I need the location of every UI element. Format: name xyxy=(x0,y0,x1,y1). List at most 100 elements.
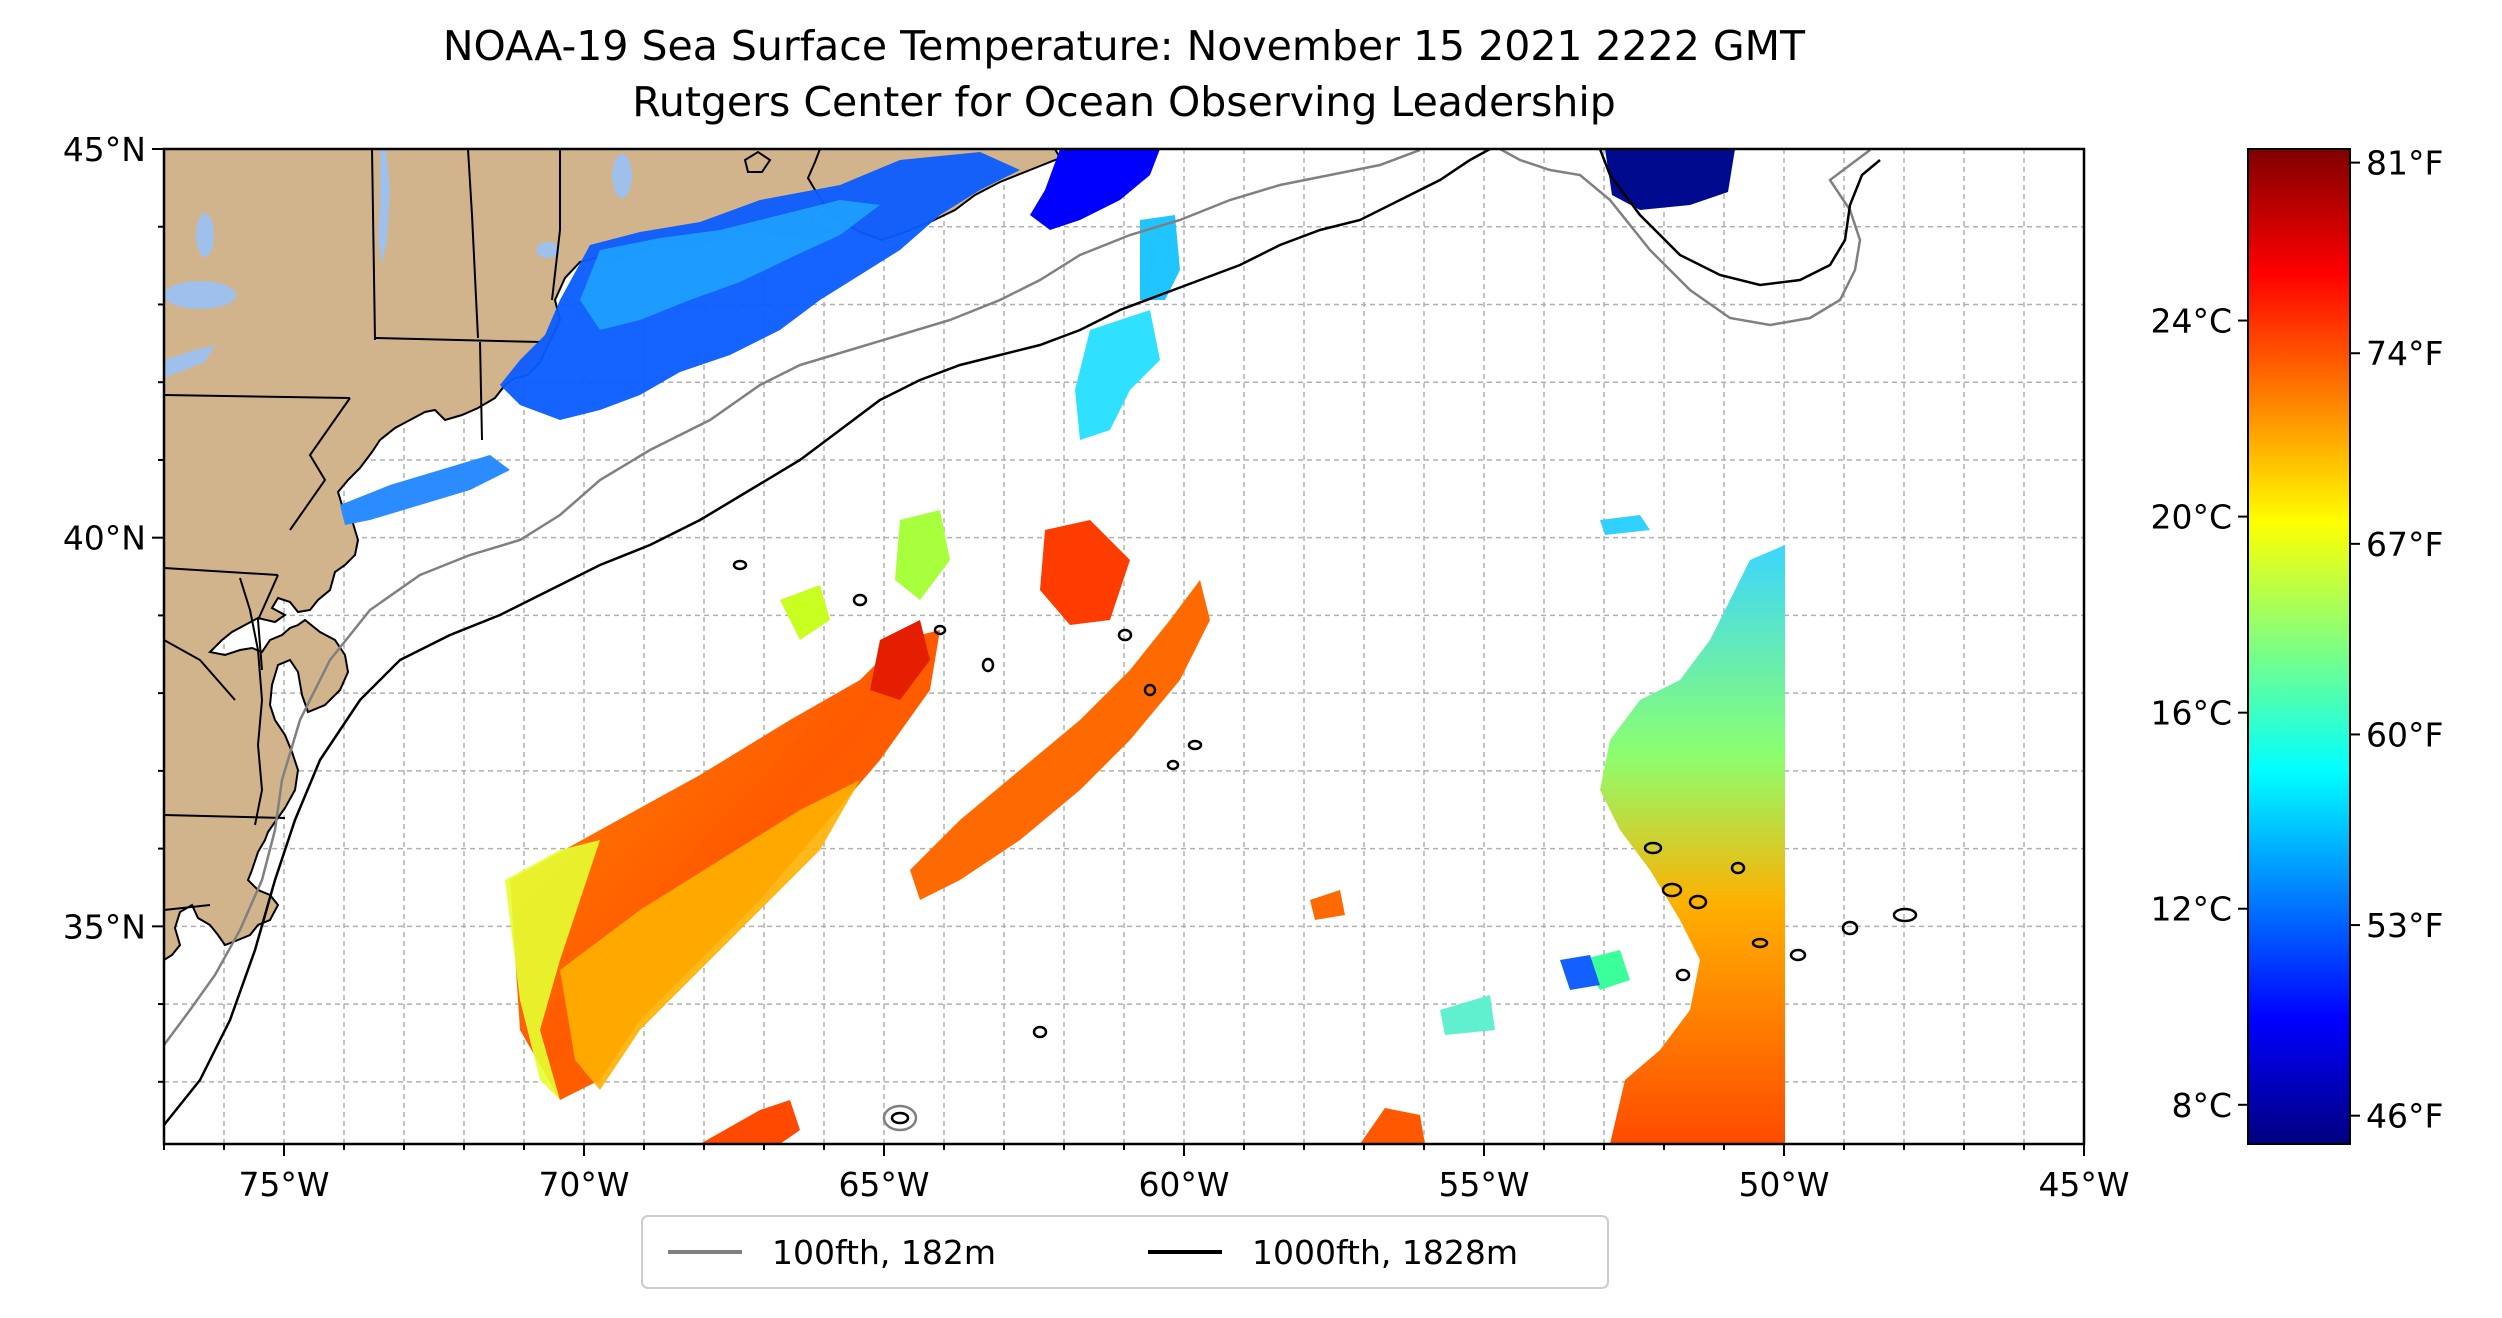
legend: 100fth, 182m 1000fth, 1828m xyxy=(641,1215,1609,1289)
chesapeake-bay xyxy=(239,577,264,826)
seamount-15 xyxy=(1841,920,1859,936)
border-nc-sc xyxy=(164,904,211,911)
sst-shelf-cyan-2 xyxy=(1140,215,1180,300)
sst-east-blue xyxy=(1560,955,1600,990)
sst-bottom-strip-2 xyxy=(1360,1108,1425,1144)
lon-tick-label: 75°W xyxy=(238,1165,329,1204)
colorbar-fahrenheit-ticks: 46°F 53°F 60°F 67°F 74°F 81°F xyxy=(2350,144,2443,1136)
cape-sable-island xyxy=(743,150,772,173)
sst-swath-strip xyxy=(560,780,860,1090)
lon-tick-label: 45°W xyxy=(2038,1165,2129,1204)
contour-100fth-shelf xyxy=(164,149,1421,1046)
seamount-10 xyxy=(1688,894,1708,910)
border-de xyxy=(256,574,279,671)
colorbar-gradient xyxy=(2247,148,2351,1145)
sst-green-patch xyxy=(895,510,950,600)
colorbar: 8°C 12°C 16°C 20°C 24°C 46°F 53°F 60°F 67°F 74°F… xyxy=(2150,144,2443,1145)
border-pa-md xyxy=(164,567,279,576)
seamount-19 xyxy=(882,1104,918,1132)
latitude-axis: 45°N 40°N 35°N xyxy=(63,130,164,1083)
colorbar-fahrenheit-label: 67°F xyxy=(2366,525,2443,564)
seamount-13 xyxy=(1751,937,1769,949)
colorbar-celsius-label: 20°C xyxy=(2150,498,2232,537)
seamount-6 xyxy=(1143,683,1157,697)
seamount-9 xyxy=(1661,882,1683,898)
colorbar-fahrenheit-label: 81°F xyxy=(2366,144,2443,183)
sst-gulf-stream-north xyxy=(910,580,1210,900)
lake-ontario-edge xyxy=(164,281,236,309)
lat-tick-label: 45°N xyxy=(63,130,146,169)
sst-bottom-strip xyxy=(700,1100,800,1144)
seamount-2 xyxy=(852,593,868,607)
seamount-3 xyxy=(933,624,947,636)
seamount-20 xyxy=(890,1111,910,1125)
border-md-va xyxy=(164,639,236,701)
seamount-11 xyxy=(1730,861,1746,875)
sst-patch-1600 xyxy=(1600,515,1650,535)
border-pa-nj xyxy=(289,397,351,531)
lon-tick-label: 70°W xyxy=(538,1165,629,1204)
colorbar-fahrenheit-label: 53°F xyxy=(2366,906,2443,945)
border-va-nc xyxy=(164,814,286,819)
moosehead-lake xyxy=(612,154,632,198)
sst-georges-bank xyxy=(1030,149,1160,230)
lon-tick-label: 60°W xyxy=(1138,1165,1229,1204)
sst-shelf-cyan xyxy=(1075,310,1160,440)
contour-100fth xyxy=(164,149,1871,1046)
lon-tick-label: 50°W xyxy=(1738,1165,1829,1204)
lon-tick-label: 65°W xyxy=(838,1165,929,1204)
colorbar-celsius-label: 16°C xyxy=(2150,694,2232,733)
colorbar-celsius-label: 12°C xyxy=(2150,890,2232,929)
sst-gulf-of-maine xyxy=(500,152,1020,420)
sst-gulf-of-maine-cyan xyxy=(580,200,880,330)
legend-label-100fth: 100fth, 182m xyxy=(772,1233,996,1272)
map-layers xyxy=(164,149,2084,1144)
border-ny-pa xyxy=(164,394,351,399)
border-nh-me xyxy=(551,149,561,301)
lake-erie-edge xyxy=(164,345,215,378)
border-ma-north xyxy=(374,337,541,343)
sst-scotian-dark xyxy=(1605,149,1735,210)
state-borders xyxy=(164,149,561,911)
map-subtitle: Rutgers Center for Ocean Observing Leade… xyxy=(632,78,1616,126)
lat-tick-label: 40°N xyxy=(63,519,146,558)
colorbar-fahrenheit-label: 46°F xyxy=(2366,1097,2443,1136)
seamount-4 xyxy=(981,657,995,673)
seamount-14 xyxy=(1789,948,1807,962)
legend-label-1000fth: 1000fth, 1828m xyxy=(1252,1233,1518,1272)
colorbar-celsius-label: 8°C xyxy=(2171,1086,2232,1125)
map-title: NOAA-19 Sea Surface Temperature: Novembe… xyxy=(442,22,1806,70)
sst-east-scatter xyxy=(1580,950,1630,990)
seamount-16 xyxy=(1892,907,1918,923)
border-ct-ri xyxy=(479,341,483,441)
sst-swath-yellow xyxy=(505,840,600,1100)
seamount-7 xyxy=(1187,739,1203,751)
contour-100fth-grand-bank xyxy=(1499,149,1871,327)
colorbar-celsius-ticks: 8°C 12°C 16°C 20°C 24°C xyxy=(2150,302,2248,1125)
sst-long-island-sound xyxy=(340,455,510,525)
seamount-17 xyxy=(1032,1025,1048,1039)
sst-data xyxy=(340,149,1785,1144)
seamount-5 xyxy=(1117,628,1133,642)
seamount-8 xyxy=(1643,841,1663,855)
sst-patch-1320 xyxy=(1310,890,1345,920)
finger-lakes xyxy=(196,213,214,257)
seamount-12 xyxy=(1675,968,1691,982)
sst-warm-core-ring xyxy=(1040,520,1130,625)
colorbar-fahrenheit-label: 60°F xyxy=(2366,715,2443,754)
legend-frame xyxy=(641,1215,1609,1289)
border-vt-nh xyxy=(467,149,479,339)
seamount-18 xyxy=(1166,759,1180,771)
colorbar-celsius-label: 24°C xyxy=(2150,302,2232,341)
colorbar-fahrenheit-label: 74°F xyxy=(2366,334,2443,373)
sst-patch-1460 xyxy=(1440,995,1495,1035)
border-ny-vt xyxy=(371,149,376,341)
contour-1000fth xyxy=(164,149,1918,1132)
lat-tick-label: 35°N xyxy=(63,907,146,946)
longitude-axis: 75°W 70°W 65°W 60°W 55°W 50°W 45°W xyxy=(163,1144,2130,1204)
contour-1000fth-slope xyxy=(164,149,1491,1126)
lake-champlain xyxy=(378,150,390,265)
lon-tick-label: 55°W xyxy=(1438,1165,1529,1204)
seamount-1 xyxy=(732,559,748,571)
